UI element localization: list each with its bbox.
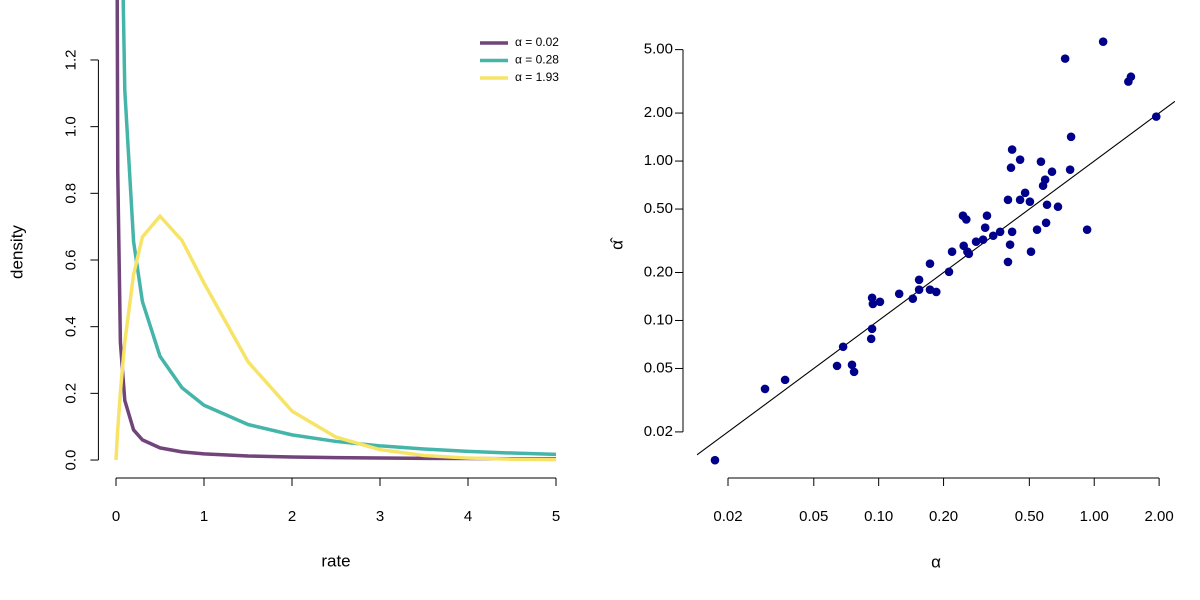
y-tick-label: 0.20 — [644, 263, 673, 280]
point — [1053, 202, 1063, 212]
point — [1065, 165, 1075, 174]
y-tick-label: 0.4 — [62, 316, 79, 337]
point — [866, 334, 876, 344]
y-tick-label: 1.00 — [644, 152, 673, 169]
point — [1015, 155, 1025, 164]
x-tick-label: 2.00 — [1145, 508, 1174, 525]
point — [1007, 227, 1017, 237]
y-tick-label: 5.00 — [644, 41, 673, 58]
x-tick-label: 2 — [288, 508, 296, 525]
density-line — [121, 0, 557, 457]
x-tick-label: 0.02 — [713, 508, 742, 525]
point — [1020, 188, 1030, 198]
y-tick-label: 0.8 — [62, 183, 79, 204]
x-tick-label: 4 — [464, 508, 472, 525]
point — [1082, 225, 1092, 235]
density-line — [114, 214, 557, 462]
point — [1151, 112, 1161, 121]
point — [1026, 247, 1036, 257]
y-axis-label: α̂ — [607, 237, 626, 250]
point — [908, 294, 918, 303]
x-tick-label: 0.05 — [799, 508, 828, 525]
point — [978, 235, 988, 245]
y-tick-label: 1.0 — [62, 116, 79, 137]
point — [849, 367, 859, 377]
x-axis-label: rate — [321, 551, 350, 570]
point — [995, 227, 1005, 237]
x-tick-label: 1.00 — [1080, 508, 1109, 525]
x-tick-label: 0.50 — [1015, 508, 1044, 525]
point — [1126, 72, 1136, 82]
point — [1005, 240, 1015, 249]
x-tick-label: 1 — [200, 508, 208, 525]
point — [947, 247, 957, 257]
y-tick-label: 0.50 — [644, 200, 673, 217]
point — [710, 455, 720, 465]
point — [1047, 167, 1057, 177]
point — [1015, 195, 1025, 205]
y-tick-label: 2.00 — [644, 104, 673, 121]
density-line — [115, 0, 557, 461]
x-axis-label: α — [931, 552, 941, 571]
point — [832, 361, 842, 371]
y-tick-label: 0.2 — [62, 383, 79, 404]
point — [1042, 200, 1052, 210]
point — [1007, 145, 1017, 154]
point — [982, 211, 992, 221]
point — [1036, 157, 1046, 166]
y-tick-label: 1.2 — [62, 50, 79, 71]
point — [914, 285, 924, 294]
y-tick-label: 0.05 — [644, 359, 673, 376]
plot-area — [114, 0, 557, 462]
y-tick-label: 0.6 — [62, 250, 79, 271]
point — [944, 267, 954, 277]
point — [780, 375, 790, 385]
point — [971, 237, 981, 246]
point — [838, 342, 848, 352]
point — [894, 289, 904, 299]
y-tick-label: 0.10 — [644, 311, 673, 328]
x-tick-label: 0.10 — [864, 508, 893, 525]
point — [962, 215, 971, 224]
point — [1003, 257, 1013, 267]
point — [1098, 37, 1108, 46]
x-tick-label: 5 — [552, 508, 560, 525]
point — [1041, 218, 1051, 228]
point — [980, 223, 990, 232]
point — [931, 287, 941, 297]
plot-area — [697, 37, 1175, 465]
point — [1066, 132, 1076, 142]
y-axis-label: density — [7, 225, 26, 279]
point — [875, 297, 885, 307]
y-tick-label: 0.02 — [644, 423, 673, 440]
point — [1032, 225, 1042, 235]
point — [914, 275, 924, 285]
x-tick-label: 0 — [112, 508, 120, 525]
legend-label: α = 0.02 — [515, 35, 559, 49]
legend: α = 0.02 α = 0.28 α = 1.93 — [480, 35, 559, 84]
point — [867, 324, 877, 334]
point — [1040, 175, 1050, 184]
legend-label: α = 1.93 — [515, 70, 559, 84]
x-tick-label: 0.20 — [929, 508, 958, 525]
point — [868, 299, 878, 309]
legend-label: α = 0.28 — [515, 53, 559, 67]
point — [988, 231, 998, 241]
point — [1006, 163, 1016, 173]
point — [1060, 54, 1070, 63]
point — [847, 360, 857, 370]
x-tick-label: 3 — [376, 508, 384, 525]
point — [1003, 195, 1013, 205]
identity-line — [697, 100, 1175, 456]
point — [1025, 197, 1035, 206]
point — [760, 384, 770, 394]
y-tick-label: 0.0 — [62, 450, 79, 471]
point — [964, 249, 974, 259]
point — [925, 259, 935, 269]
